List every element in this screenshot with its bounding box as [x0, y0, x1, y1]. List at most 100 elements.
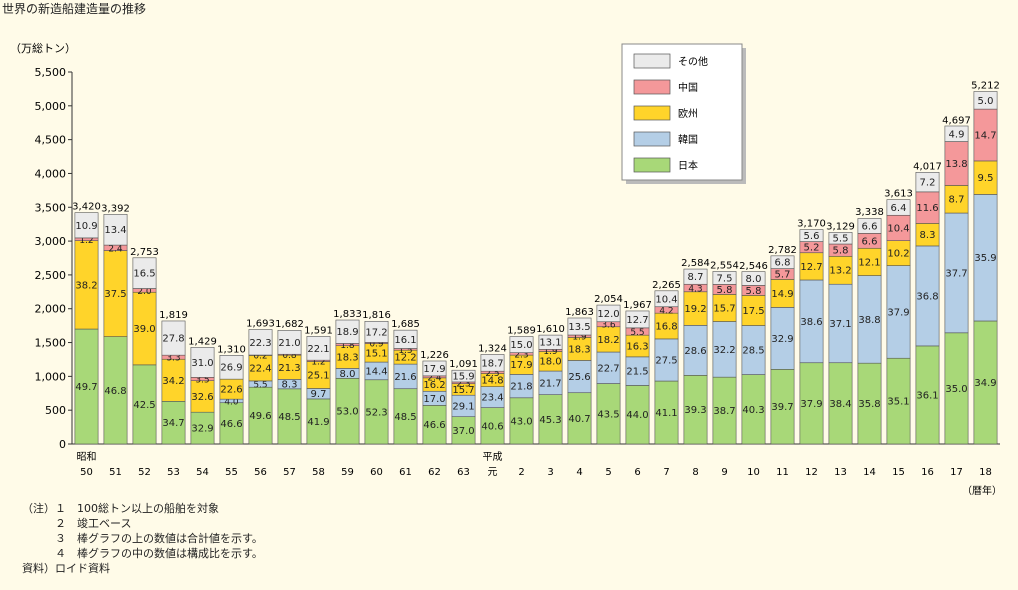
total-label: 1,967	[623, 300, 652, 311]
note-4: ４ 棒グラフの中の数値は構成比を示す。	[22, 547, 263, 560]
segment-label: 38.2	[75, 280, 97, 291]
segment-label: 19.2	[684, 304, 706, 315]
segment-label: 6.4	[891, 203, 907, 214]
bar-segment-その他	[277, 330, 302, 355]
segment-label: 13.2	[829, 266, 851, 277]
segment-label: 2.4	[108, 244, 123, 254]
segment-label: 2.4	[427, 373, 442, 383]
y-tick-label: 2,000	[35, 303, 67, 316]
bar-segment-その他	[538, 334, 563, 350]
x-tick-label: 55	[225, 467, 238, 478]
segment-label: 13.8	[945, 159, 967, 170]
bar-segment-その他	[451, 369, 476, 383]
segment-label: 12.2	[394, 353, 416, 364]
source-note: 資料）ロイド資料	[22, 562, 110, 575]
segment-label: 35.0	[945, 384, 967, 395]
total-label: 2,782	[768, 245, 797, 256]
total-label: 1,310	[217, 344, 246, 355]
x-tick-label: 50	[80, 467, 93, 478]
segment-label: 13.1	[539, 338, 561, 349]
bar-segment-その他	[741, 271, 766, 286]
y-tick-label: 5,500	[35, 66, 67, 79]
segment-label: 34.2	[162, 376, 184, 387]
segment-label: 36.8	[916, 291, 938, 302]
bar-segment-その他	[132, 257, 157, 289]
segment-label: 22.4	[249, 364, 271, 375]
segment-label: 21.5	[626, 367, 648, 378]
x-tick-label: 15	[892, 467, 905, 478]
segment-label: 41.9	[307, 417, 329, 428]
x-tick-label: 12	[805, 467, 818, 478]
segment-label: 9.7	[311, 389, 327, 400]
segment-label: 53.0	[336, 407, 358, 418]
y-tick-label: 500	[45, 404, 66, 417]
x-tick-label: 5	[605, 467, 611, 478]
segment-label: 38.7	[713, 406, 735, 417]
segment-label: 4.9	[949, 129, 965, 140]
segment-label: 7.2	[920, 178, 936, 189]
segment-label: 5.7	[775, 269, 791, 280]
segment-label: 22.7	[597, 363, 619, 374]
segment-label: 21.3	[278, 363, 300, 374]
y-tick-label: 3,000	[35, 235, 67, 248]
segment-label: 16.8	[655, 322, 677, 333]
segment-label: 25.1	[307, 370, 329, 381]
segment-label: 34.7	[162, 418, 184, 429]
segment-label: 8.7	[688, 272, 704, 283]
x-tick-label: 58	[312, 467, 325, 478]
x-axis-unit: （暦年）	[962, 484, 1002, 497]
x-tick-label: 4	[576, 467, 582, 478]
x-tick-label: 元	[488, 467, 498, 478]
legend-swatch-その他	[633, 53, 671, 69]
y-tick-label: 0	[59, 438, 66, 451]
segment-label: 7.5	[717, 273, 733, 284]
legend-swatch-欧州	[633, 105, 671, 121]
bar-segment-その他	[712, 271, 737, 285]
total-label: 2,753	[130, 247, 159, 258]
bar-segment-その他	[770, 255, 795, 269]
segment-label: 28.5	[742, 346, 764, 357]
segment-label: 37.0	[452, 426, 474, 437]
segment-label: 39.0	[133, 324, 155, 335]
x-tick-label: 59	[341, 467, 354, 478]
segment-label: 18.7	[481, 358, 503, 369]
segment-label: 40.6	[481, 421, 503, 432]
segment-label: 12.1	[858, 257, 880, 268]
legend-label: 中国	[678, 81, 698, 94]
x-tick-label: 56	[254, 467, 267, 478]
segment-label: 14.8	[481, 376, 503, 387]
y-axis-label: （万総トン）	[10, 41, 76, 55]
segment-label: 22.6	[220, 385, 242, 396]
x-tick-label: 52	[138, 467, 151, 478]
segment-label: 8.0	[746, 274, 762, 285]
x-tick-label: 8	[692, 467, 698, 478]
segment-label: 14.4	[365, 366, 387, 377]
total-label: 1,816	[362, 310, 391, 321]
legend-swatch-韓国	[633, 131, 671, 147]
segment-label: 27.8	[162, 334, 184, 345]
total-label: 5,212	[971, 80, 1000, 91]
bar-segment-その他	[103, 214, 128, 246]
total-label: 1,833	[333, 309, 362, 320]
segment-label: 35.9	[974, 253, 996, 264]
era-label: 昭和	[77, 451, 97, 463]
segment-label: 37.1	[829, 319, 851, 330]
segment-label: 38.8	[858, 315, 880, 326]
x-tick-label: 13	[834, 467, 847, 478]
segment-label: 16.1	[394, 335, 416, 346]
segment-label: 15.9	[452, 372, 474, 383]
note-2: ２ 竣工ベース	[22, 517, 132, 530]
legend-label: 韓国	[678, 134, 698, 146]
segment-label: 16.2	[423, 380, 445, 391]
segment-label: 0.2	[253, 352, 267, 362]
bar-segment-その他	[683, 268, 708, 285]
segment-label: 49.7	[75, 382, 97, 393]
bar-segment-その他	[973, 91, 998, 110]
segment-label: 10.4	[655, 294, 677, 305]
note-1: （注）１ 100総トン以上の船舶を対象	[22, 502, 219, 515]
x-tick-label: 18	[979, 467, 992, 478]
x-tick-label: 7	[663, 467, 669, 478]
y-tick-label: 1,500	[35, 337, 67, 350]
bar-segment-その他	[306, 336, 331, 361]
segment-label: 36.1	[916, 390, 938, 401]
